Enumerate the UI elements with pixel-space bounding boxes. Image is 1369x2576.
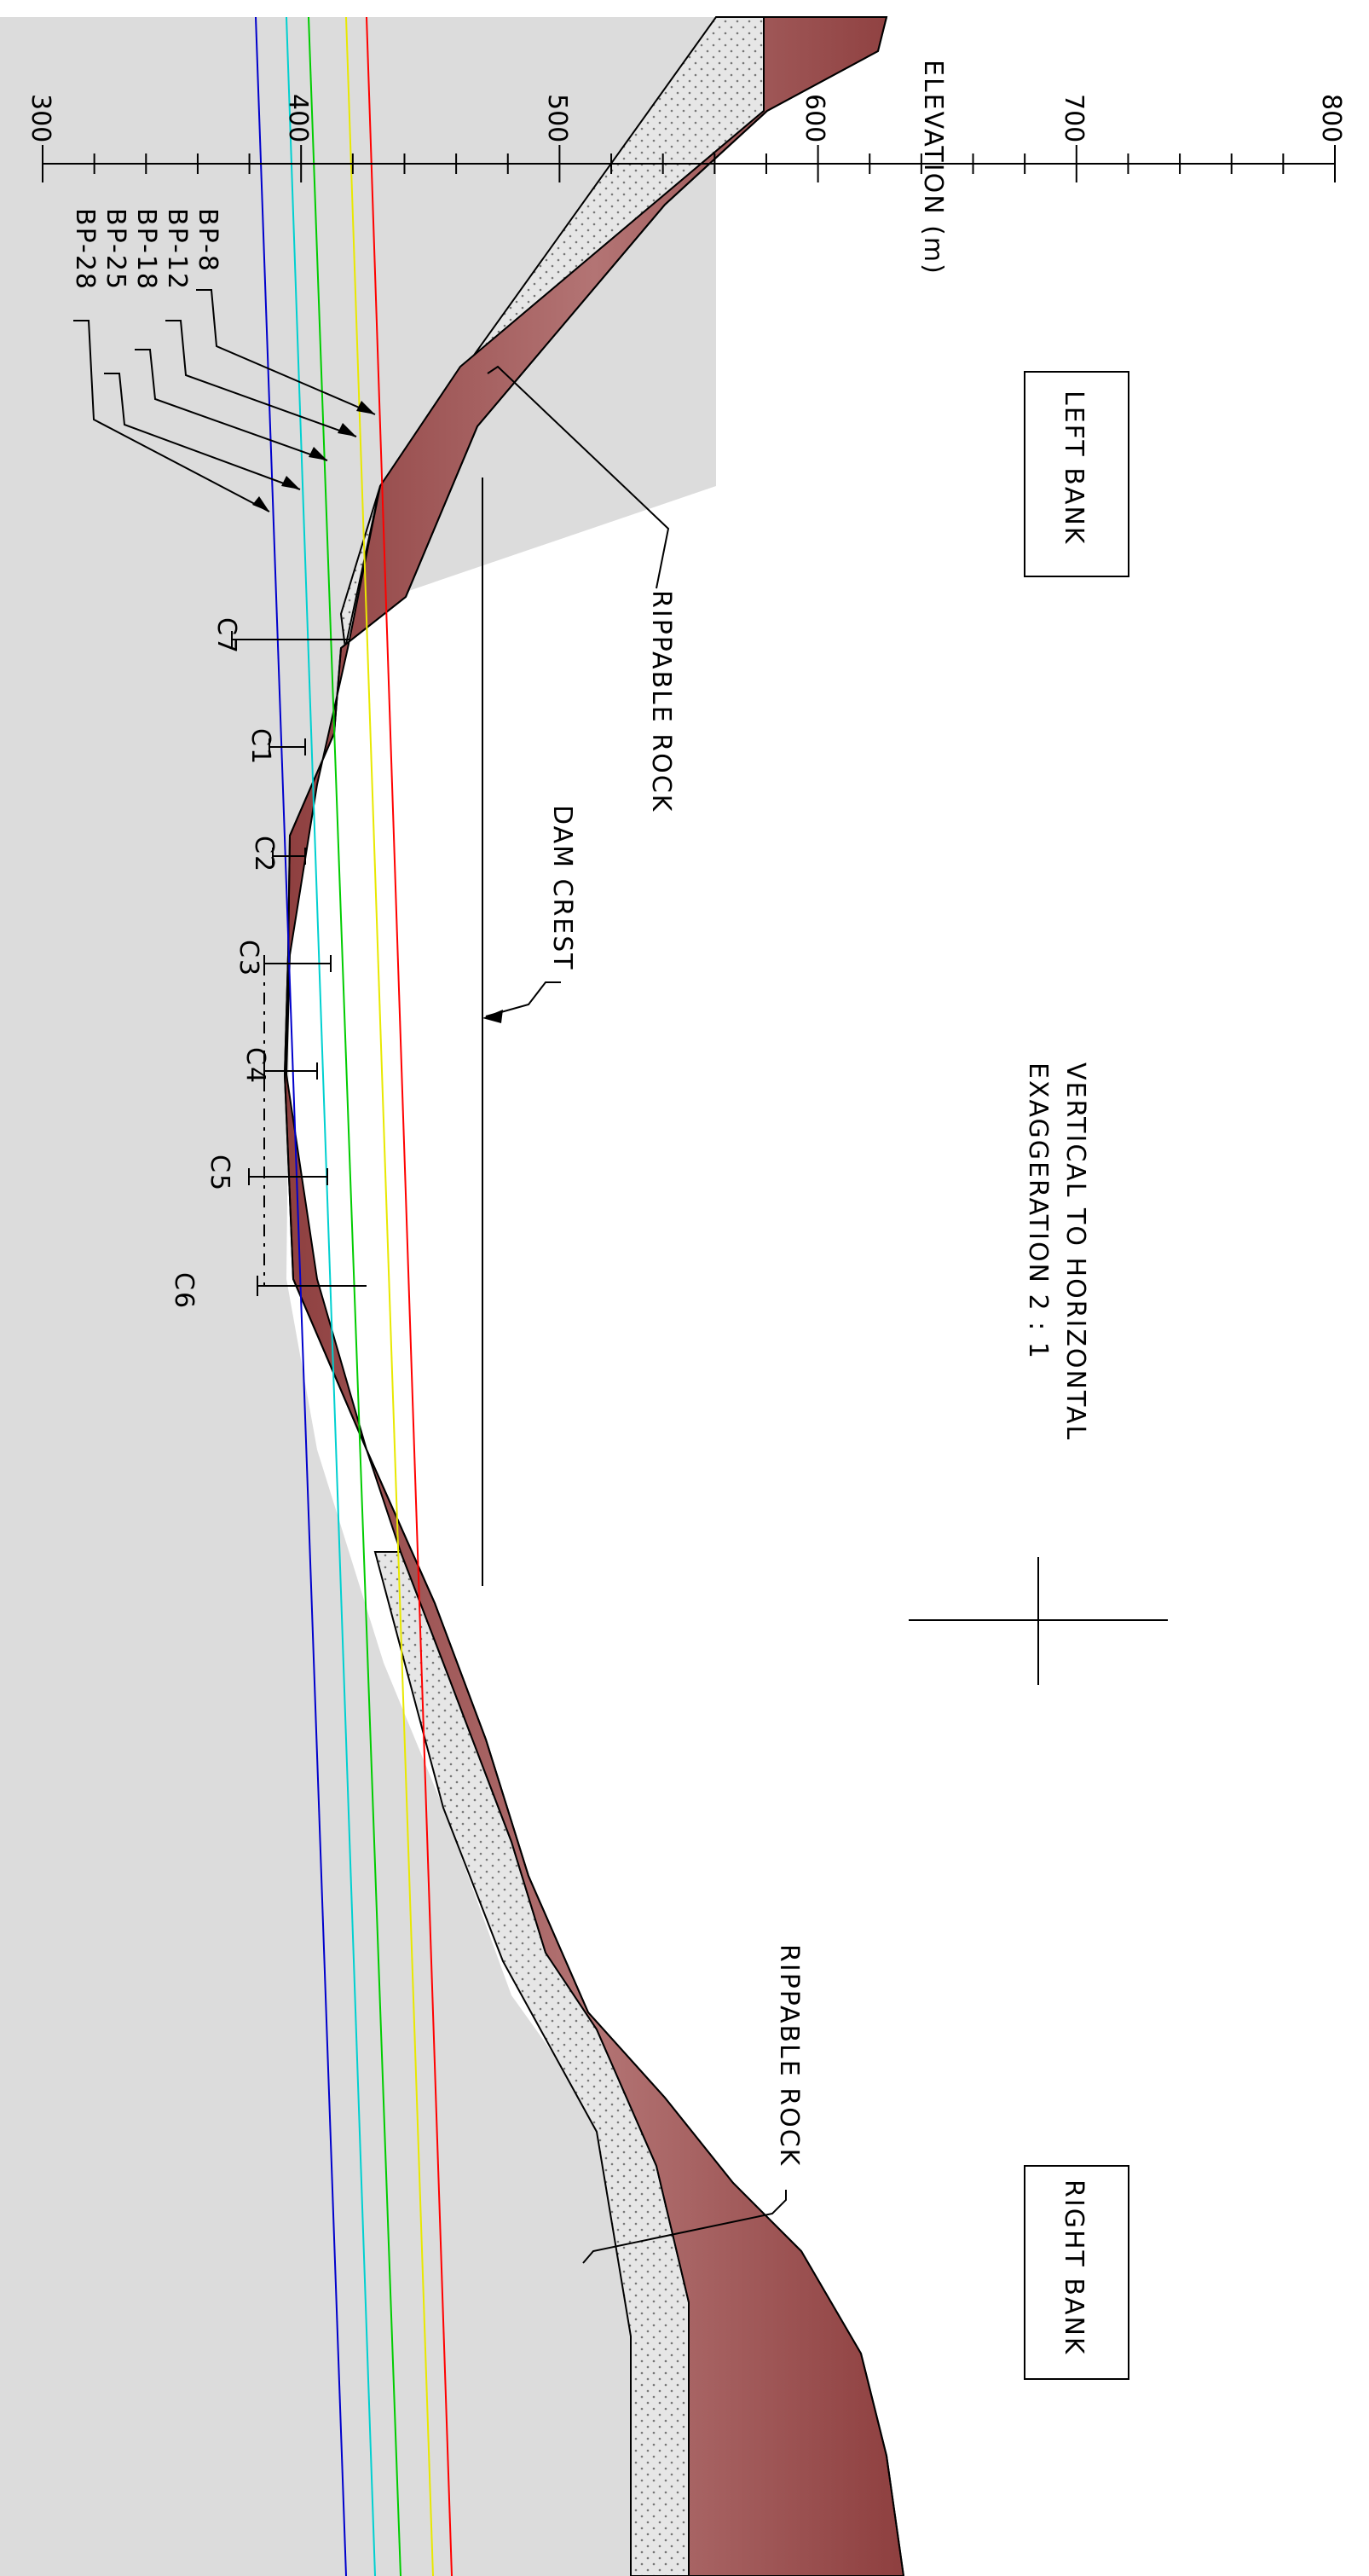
borehole-legend: BP-8 BP-12 BP-18 BP-25 BP-28 [70,208,222,291]
elevation-axis [42,145,1336,182]
dam-crest [482,478,561,1586]
right-bank-box [1024,2165,1129,2380]
bp-25-label: BP-25 [101,208,130,291]
left-bank-box [1024,371,1129,577]
bp-8-line [366,16,453,2576]
tick-labels: 300 400 500 600 700 800 [26,94,1346,142]
core-label-c7: C7 [211,617,241,655]
core-label-c3: C3 [234,940,263,977]
bp-28-label: BP-28 [70,208,100,291]
tick-label: 800 [1316,94,1346,142]
rippable-label-upper: RIPPABLE ROCK [646,590,676,813]
bp-25-line [286,16,376,2576]
rippable-leader-upper [487,365,670,589]
core-label-c6: C6 [169,1272,199,1310]
tick-label: 500 [542,94,572,142]
right-bank-label: RIGHT BANK [1059,2179,1089,2356]
bedrock-fill [0,17,904,2576]
scale-cross [909,1557,1168,1685]
bp-12-label: BP-12 [162,208,192,291]
bp-12-line [345,16,434,2576]
exaggeration-line-1: VERTICAL TO HORIZONTAL [1060,1062,1090,1441]
borehole-leaders [73,289,376,512]
left-bank-label: LEFT BANK [1059,391,1089,545]
bp-8-label: BP-8 [193,208,222,273]
rippable-leader-lower [582,2190,787,2264]
borehole-lines [255,16,453,2576]
core-label-c5: C5 [205,1155,234,1192]
core-label-c2: C2 [249,836,279,873]
tick-label: 300 [26,94,55,142]
bp-18-label: BP-18 [131,208,161,291]
tick-label: 400 [283,94,313,142]
axis-title: ELEVATION (m) [918,60,948,275]
bp-18-line [308,16,401,2576]
core-label-c4: C4 [240,1047,270,1085]
ground-surface [283,16,904,2576]
tick-label: 600 [800,94,829,142]
core-markers: C7 C1 C2 C3 C4 C5 C6 [169,617,367,1310]
tick-label: 700 [1059,94,1089,142]
core-label-c1: C1 [245,728,275,766]
dam-crest-label: DAM CREST [547,805,577,971]
exaggeration-line-2: EXAGGERATION 2 : 1 [1023,1062,1053,1360]
bp-28-line [255,16,347,2576]
rippable-label-lower: RIPPABLE ROCK [774,1944,804,2167]
